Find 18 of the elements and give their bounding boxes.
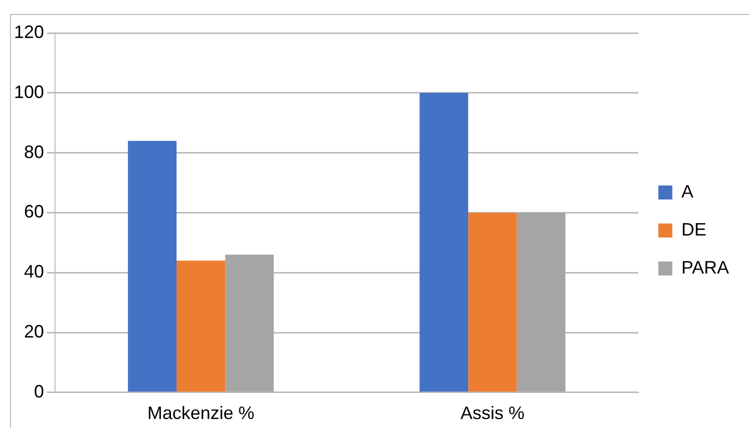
- y-tick-label: 80: [24, 142, 44, 162]
- y-tick-label: 120: [14, 22, 44, 42]
- legend-label: DE: [681, 219, 706, 240]
- bar: [468, 212, 517, 392]
- bar: [176, 260, 226, 392]
- x-tick-label: Assis %: [460, 403, 525, 424]
- bar: [420, 92, 468, 392]
- bar: [225, 254, 274, 392]
- legend-label: PARA: [681, 257, 730, 278]
- y-tick-label: 40: [24, 262, 44, 282]
- y-tick-label: 20: [24, 321, 44, 342]
- y-tick-label: 100: [14, 82, 44, 102]
- y-tick-label: 60: [24, 202, 44, 222]
- bar: [516, 212, 566, 392]
- y-tick-label: 0: [34, 381, 44, 402]
- x-tick-label: Mackenzie %: [147, 403, 254, 424]
- legend-label: A: [681, 181, 694, 202]
- bar: [128, 140, 177, 392]
